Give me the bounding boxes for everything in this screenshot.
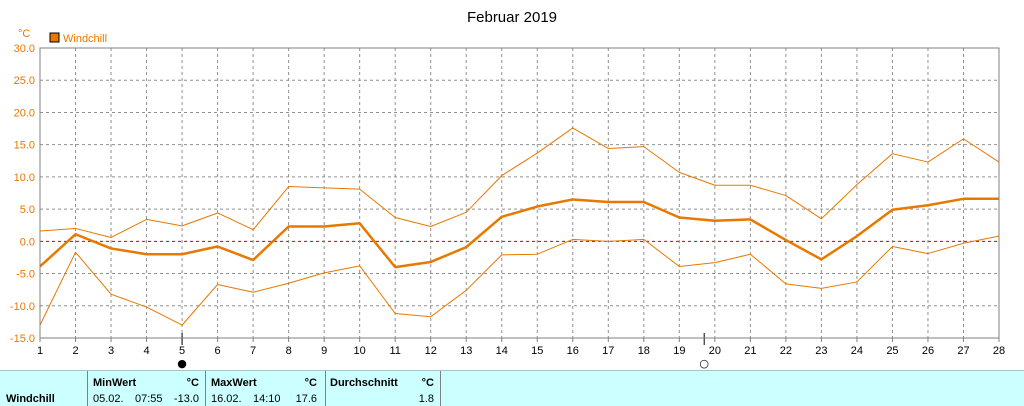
windchill-chart: Februar 2019 °C Windchill 30.025.020.015…	[10, 9, 1005, 370]
x-tick-label: 12	[425, 345, 437, 357]
x-tick-label: 1	[37, 345, 43, 357]
legend-swatch	[49, 32, 60, 43]
full-moon-icon: ○	[699, 357, 709, 370]
x-tick-label: 9	[321, 345, 327, 357]
x-tick-label: 6	[215, 345, 221, 357]
x-tick-label: 26	[922, 345, 934, 357]
y-tick-label: 15.0	[14, 140, 35, 152]
y-tick-label: 0.0	[20, 236, 35, 248]
x-tick-label: 10	[354, 345, 366, 357]
max-cell: MaxWert °C 16.02. 14:10 17.6	[206, 371, 326, 406]
x-tick-label: 24	[851, 345, 863, 357]
series-line-avg	[39, 197, 999, 269]
x-tick-label: 18	[638, 345, 650, 357]
x-tick-label: 8	[286, 345, 292, 357]
min-unit: °C	[186, 377, 199, 389]
avg-cell: Durchschnitt °C 1.8	[326, 371, 441, 406]
y-tick-label: 5.0	[20, 204, 35, 216]
y-axis: 30.0 25.0 20.0 15.0 10.0 5.0 0.0 -5.0 -10.0 -15.0	[10, 43, 35, 345]
y-tick-label: 25.0	[14, 75, 35, 87]
x-tick-label: 23	[815, 345, 827, 357]
y-unit-label: °C	[18, 28, 30, 40]
plot-frame	[39, 47, 1000, 339]
stats-row-label-cell: Windchill	[0, 371, 88, 406]
series-line-min	[39, 235, 1000, 326]
x-tick-label: 7	[250, 345, 256, 357]
x-tick-label: 20	[709, 345, 721, 357]
min-date: 05.02.	[93, 393, 124, 405]
x-tick-label: 16	[567, 345, 579, 357]
x-tick-label: 4	[143, 345, 149, 357]
series-line-max	[39, 127, 1000, 238]
x-tick-label: 27	[957, 345, 969, 357]
x-tick-label: 11	[389, 345, 400, 357]
y-tick-label: 20.0	[14, 107, 35, 119]
max-value: 17.6	[295, 393, 317, 405]
max-date: 16.02.	[211, 393, 242, 405]
legend-label: Windchill	[63, 33, 107, 45]
avg-unit: °C	[421, 377, 434, 389]
min-cell: MinWert °C 05.02. 07:55 -13.0	[88, 371, 206, 406]
chart-title: Februar 2019	[467, 9, 557, 26]
x-tick-label: 2	[72, 345, 78, 357]
legend: Windchill	[49, 32, 107, 45]
max-header: MaxWert	[211, 377, 257, 389]
moon-markers: ● ○	[177, 333, 709, 370]
x-tick-label: 5	[179, 345, 185, 357]
y-tick-label: 10.0	[14, 172, 35, 184]
max-unit: °C	[304, 377, 317, 389]
x-tick-label: 22	[780, 345, 792, 357]
x-axis: 1 2 3 4 5 6 7 8 9 10 11 12 13 14 15 16 17 18 19 20 21 22 23 24 2…	[37, 338, 1005, 357]
y-tick-label: -5.0	[16, 269, 35, 281]
x-tick-label: 25	[886, 345, 898, 357]
x-tick-label: 19	[673, 345, 685, 357]
grid	[40, 47, 999, 339]
avg-header: Durchschnitt	[330, 377, 398, 389]
min-time: 07:55	[135, 393, 163, 405]
series-group	[39, 127, 1000, 326]
avg-value: 1.8	[418, 393, 434, 405]
min-value: -13.0	[173, 393, 199, 405]
stats-row-label: Windchill	[6, 393, 55, 405]
y-tick-label: 30.0	[14, 43, 35, 55]
x-tick-label: 21	[744, 345, 756, 357]
x-tick-label: 3	[108, 345, 114, 357]
x-tick-label: 13	[460, 345, 472, 357]
new-moon-icon: ●	[177, 357, 187, 370]
stats-panel: Windchill MinWert °C 05.02. 07:55 -13.0 …	[0, 370, 1024, 406]
x-tick-label: 14	[496, 345, 508, 357]
x-tick-label: 15	[531, 345, 543, 357]
x-tick-label: 28	[993, 345, 1005, 357]
y-tick-label: -15.0	[10, 333, 35, 345]
x-tick-label: 17	[602, 345, 614, 357]
y-tick-label: -10.0	[10, 301, 35, 313]
min-header: MinWert	[93, 377, 137, 389]
max-time: 14:10	[253, 393, 281, 405]
